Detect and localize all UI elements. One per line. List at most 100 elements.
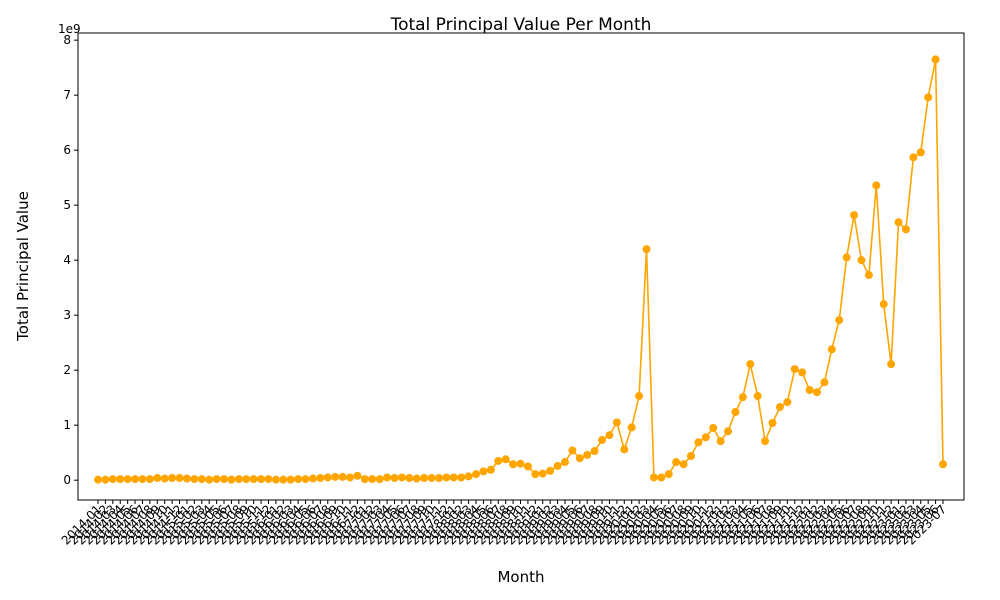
data-point xyxy=(308,474,317,483)
data-point xyxy=(642,245,651,254)
data-point xyxy=(857,256,866,265)
data-point xyxy=(108,475,117,484)
data-point xyxy=(375,475,384,484)
data-point xyxy=(657,473,666,482)
data-point xyxy=(205,475,214,484)
data-point xyxy=(672,458,681,467)
data-point xyxy=(479,467,488,476)
data-point xyxy=(724,427,733,436)
data-point xyxy=(901,225,910,234)
data-point xyxy=(761,437,770,446)
data-point xyxy=(316,473,325,482)
data-point xyxy=(234,475,243,484)
data-point xyxy=(887,360,896,369)
data-point xyxy=(227,475,236,484)
data-point xyxy=(220,475,229,484)
data-point xyxy=(472,470,481,479)
data-point xyxy=(131,475,140,484)
data-point xyxy=(397,473,406,482)
data-point xyxy=(598,436,607,445)
y-tick-label: 3 xyxy=(63,308,71,322)
data-point xyxy=(620,445,629,454)
data-point xyxy=(686,451,695,460)
data-point xyxy=(346,473,355,482)
y-tick-label: 8 xyxy=(63,33,71,47)
data-point xyxy=(798,368,807,377)
data-point xyxy=(679,460,688,469)
y-tick-label: 2 xyxy=(63,363,71,377)
data-point xyxy=(464,472,473,481)
data-point xyxy=(405,473,414,482)
data-point xyxy=(301,475,310,484)
data-point xyxy=(212,475,221,484)
data-point xyxy=(383,473,392,482)
data-point xyxy=(546,466,555,475)
data-point xyxy=(746,360,755,369)
data-point xyxy=(939,460,947,469)
data-point xyxy=(360,475,369,484)
y-tick-label: 7 xyxy=(63,88,71,102)
data-point xyxy=(486,465,495,474)
data-point xyxy=(116,475,125,484)
y-tick-label: 1 xyxy=(63,418,71,432)
data-point xyxy=(294,475,303,484)
data-point xyxy=(716,437,725,446)
data-point xyxy=(790,365,799,374)
data-point xyxy=(835,316,844,325)
x-axis-label: Month xyxy=(497,568,544,586)
plot-frame xyxy=(77,32,965,501)
data-point xyxy=(820,378,829,387)
y-offset-label: 1e9 xyxy=(58,22,81,36)
data-point xyxy=(805,385,814,394)
data-point xyxy=(701,433,710,442)
data-point xyxy=(190,475,199,484)
data-point xyxy=(101,475,110,484)
data-point xyxy=(168,473,177,482)
data-point xyxy=(175,473,184,482)
data-point xyxy=(279,475,288,484)
data-point xyxy=(197,475,206,484)
data-point xyxy=(123,475,132,484)
data-point xyxy=(709,423,718,432)
data-point xyxy=(879,300,888,309)
data-point xyxy=(568,446,577,455)
y-tick-label: 0 xyxy=(63,473,71,487)
data-point xyxy=(924,93,933,102)
data-point xyxy=(812,388,821,397)
data-point xyxy=(160,474,169,483)
data-point xyxy=(501,455,510,464)
data-point xyxy=(249,475,258,484)
chart-title: Total Principal Value Per Month xyxy=(390,15,652,35)
data-point xyxy=(775,403,784,412)
data-point xyxy=(420,473,429,482)
data-point xyxy=(627,423,636,432)
data-point xyxy=(138,475,147,484)
data-point xyxy=(827,345,836,354)
data-point xyxy=(442,473,451,482)
data-point xyxy=(516,459,525,468)
data-point xyxy=(390,473,399,482)
data-point xyxy=(583,450,592,459)
data-point xyxy=(731,407,740,416)
y-tick-label: 5 xyxy=(63,198,71,212)
data-point xyxy=(605,431,614,440)
data-point xyxy=(257,475,266,484)
data-point xyxy=(612,418,621,427)
data-point xyxy=(153,473,162,482)
data-point xyxy=(842,253,851,262)
data-point xyxy=(783,398,792,407)
data-point xyxy=(434,473,443,482)
data-line xyxy=(98,59,944,481)
data-point xyxy=(753,392,762,401)
data-point xyxy=(271,475,280,484)
data-point xyxy=(368,475,377,484)
data-point xyxy=(331,472,340,481)
data-point xyxy=(242,475,251,484)
data-point xyxy=(353,471,362,480)
data-point xyxy=(523,462,532,471)
data-point xyxy=(412,474,421,483)
data-point xyxy=(850,211,859,220)
data-point xyxy=(509,460,518,469)
data-point xyxy=(590,447,599,456)
